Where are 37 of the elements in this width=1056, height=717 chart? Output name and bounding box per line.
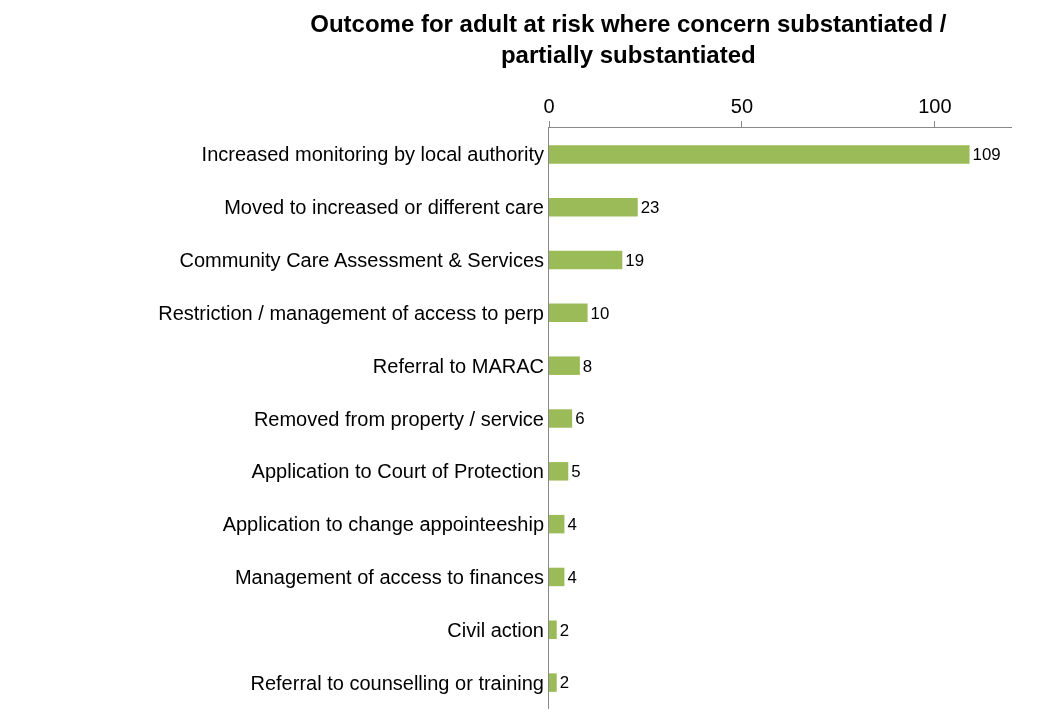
data-label: 2 [559, 673, 570, 693]
bar [549, 250, 623, 270]
bar [549, 514, 565, 534]
data-label: 10 [590, 303, 610, 323]
y-tick-label: Moved to increased or different care [224, 196, 544, 219]
y-tick-label: Application to Court of Protection [251, 460, 544, 483]
data-label: 2 [559, 620, 570, 640]
y-tick-label: Referral to MARAC [372, 354, 544, 377]
bar [549, 673, 557, 692]
bar [549, 567, 565, 587]
x-tick-label: 50 [730, 95, 754, 117]
y-tick-label: Removed from property / service [253, 407, 544, 430]
data-label: 19 [625, 250, 644, 270]
bar [549, 303, 588, 323]
y-tick-label: Management of access to finances [234, 565, 544, 588]
data-label: 8 [582, 356, 593, 376]
bar [549, 409, 573, 428]
x-tick-label: 100 [918, 95, 952, 117]
y-tick-label: Application to change appointeeship [222, 513, 544, 536]
y-tick-label: Community Care Assessment & Services [179, 249, 544, 272]
y-tick-label: Civil action [447, 618, 544, 641]
bar [549, 356, 580, 375]
data-label: 4 [567, 515, 577, 535]
data-label: 6 [575, 409, 585, 429]
x-tick-label: 0 [543, 95, 555, 117]
chart-title: Outcome for adult at risk where concern substantiated / partially substantiated [310, 10, 947, 69]
y-tick-label: Restriction / management of access to perp [158, 301, 544, 324]
data-label: 5 [571, 462, 581, 482]
data-label: 109 [972, 145, 1001, 165]
y-tick-label: Increased monitoring by local authority [201, 143, 544, 166]
y-tick-label: Referral to counselling or training [250, 671, 544, 694]
data-label: 23 [640, 198, 660, 218]
bar [549, 462, 569, 481]
bar [549, 145, 970, 164]
data-label: 4 [567, 567, 577, 587]
bar [549, 197, 638, 217]
bar [549, 620, 557, 640]
